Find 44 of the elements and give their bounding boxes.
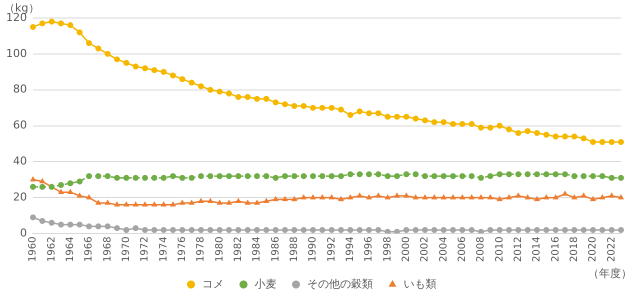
x-tick-label: 1970 bbox=[120, 236, 132, 262]
x-tick-label: 1994 bbox=[344, 236, 356, 262]
x-tick-label: 2002 bbox=[420, 236, 431, 262]
x-tick-label: 1962 bbox=[46, 236, 58, 262]
y-axis-title: （kg） bbox=[4, 1, 40, 14]
x-tick-label: 2004 bbox=[438, 236, 450, 262]
x-tick-label: 1988 bbox=[288, 236, 300, 262]
y-tick-label: 40 bbox=[12, 154, 27, 168]
y-tick-label: 20 bbox=[12, 190, 27, 204]
y-tick-label: 0 bbox=[20, 226, 27, 240]
x-tick-label: 1986 bbox=[270, 236, 282, 262]
x-tick-label: 2010 bbox=[494, 236, 506, 262]
x-tick-label: 2008 bbox=[476, 236, 487, 262]
x-tick-label: 2014 bbox=[532, 236, 543, 262]
x-tick-label: 1968 bbox=[102, 236, 114, 262]
x-tick-label: 1990 bbox=[308, 236, 319, 262]
legend-label: その他の穀類 bbox=[307, 277, 373, 290]
x-tick-label: 1978 bbox=[196, 236, 207, 262]
x-tick-label: 2020 bbox=[588, 236, 599, 262]
x-tick-label: 1982 bbox=[232, 236, 244, 262]
y-tick-label: 100 bbox=[6, 46, 27, 60]
x-tick-label: 1972 bbox=[140, 236, 151, 262]
x-tick-label: 2022 bbox=[606, 236, 618, 262]
x-tick-label: 2000 bbox=[400, 236, 412, 262]
y-tick-label: 60 bbox=[12, 118, 27, 132]
legend-label: 小麦 bbox=[254, 277, 276, 290]
x-tick-label: 1992 bbox=[326, 236, 338, 262]
x-tick-label: 2012 bbox=[512, 236, 524, 262]
x-tick-label: 1966 bbox=[84, 236, 95, 262]
x-tick-label: 1974 bbox=[158, 236, 170, 262]
x-tick-label: 2006 bbox=[456, 236, 468, 262]
x-tick-label: 1980 bbox=[214, 236, 226, 262]
x-tick-label: 1964 bbox=[64, 236, 76, 262]
legend-label: コメ bbox=[202, 277, 224, 290]
x-tick-label: 2016 bbox=[550, 236, 562, 262]
x-tick-label: 1960 bbox=[28, 236, 39, 262]
x-tick-label: 1998 bbox=[382, 236, 394, 262]
x-tick-label: 1996 bbox=[364, 236, 375, 262]
x-tick-label: 1976 bbox=[176, 236, 188, 262]
x-axis-title: （年度） bbox=[588, 266, 632, 280]
y-tick-label: 80 bbox=[12, 82, 27, 96]
x-tick-label: 1984 bbox=[252, 236, 263, 262]
x-tick-label: 2018 bbox=[568, 236, 580, 262]
legend-label: いも類 bbox=[404, 277, 436, 290]
